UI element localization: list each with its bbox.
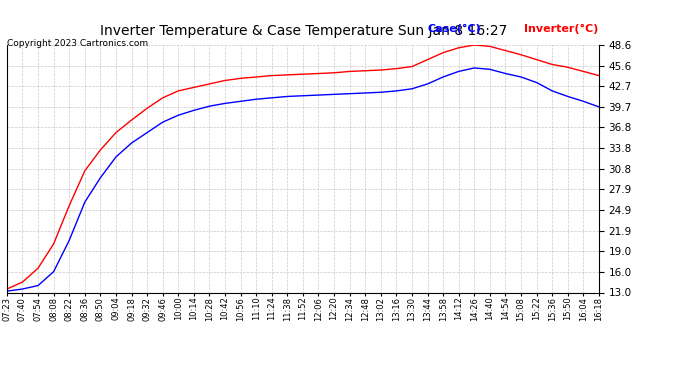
Text: Inverter(°C): Inverter(°C) — [524, 24, 599, 34]
Text: Inverter Temperature & Case Temperature Sun Jan 8 16:27: Inverter Temperature & Case Temperature … — [100, 24, 507, 38]
Text: Copyright 2023 Cartronics.com: Copyright 2023 Cartronics.com — [7, 39, 148, 48]
Text: Case(°C): Case(°C) — [428, 24, 482, 34]
